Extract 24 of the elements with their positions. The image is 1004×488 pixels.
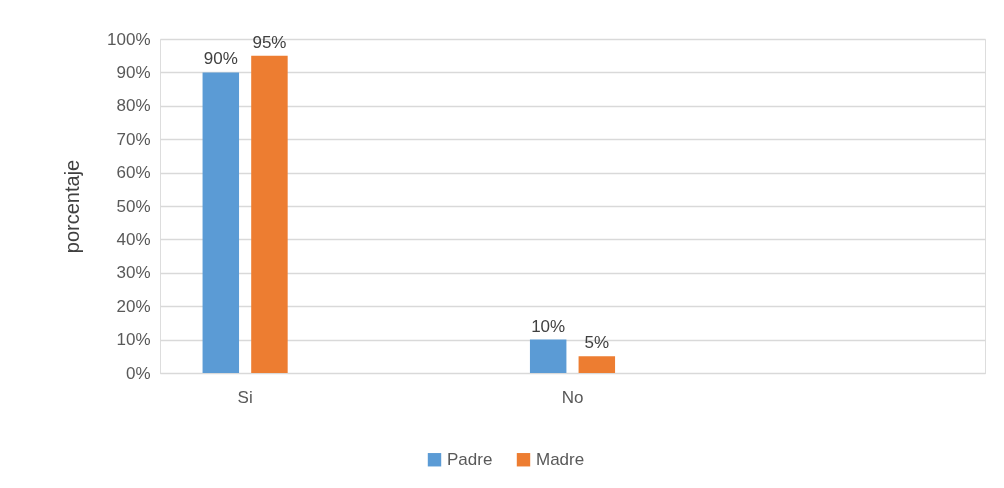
data-label: 90% xyxy=(203,49,238,69)
y-tick-label: 20% xyxy=(116,296,151,316)
y-tick-label: 80% xyxy=(116,96,151,116)
legend-label: Padre xyxy=(447,449,493,469)
bar xyxy=(529,339,567,373)
y-tick-label: 0% xyxy=(125,363,151,383)
y-tick-label: 30% xyxy=(116,263,151,283)
y-tick-label: 60% xyxy=(116,163,151,183)
y-tick-label: 40% xyxy=(116,229,151,249)
bar xyxy=(251,55,288,373)
x-tick-label: Si xyxy=(237,387,253,407)
y-axis-title: porcentaje xyxy=(61,159,84,254)
data-label: 95% xyxy=(252,32,287,52)
x-tick-label: No xyxy=(561,387,584,407)
bar xyxy=(202,72,240,373)
y-tick-label: 100% xyxy=(107,29,151,49)
y-tick-label: 50% xyxy=(116,196,151,216)
y-tick-label: 70% xyxy=(116,129,151,149)
y-tick-label: 10% xyxy=(116,330,151,350)
data-label: 5% xyxy=(584,333,610,353)
data-label: 10% xyxy=(531,316,566,336)
bar xyxy=(578,356,616,373)
legend-label: Madre xyxy=(536,449,585,469)
y-tick-label: 90% xyxy=(116,62,151,82)
